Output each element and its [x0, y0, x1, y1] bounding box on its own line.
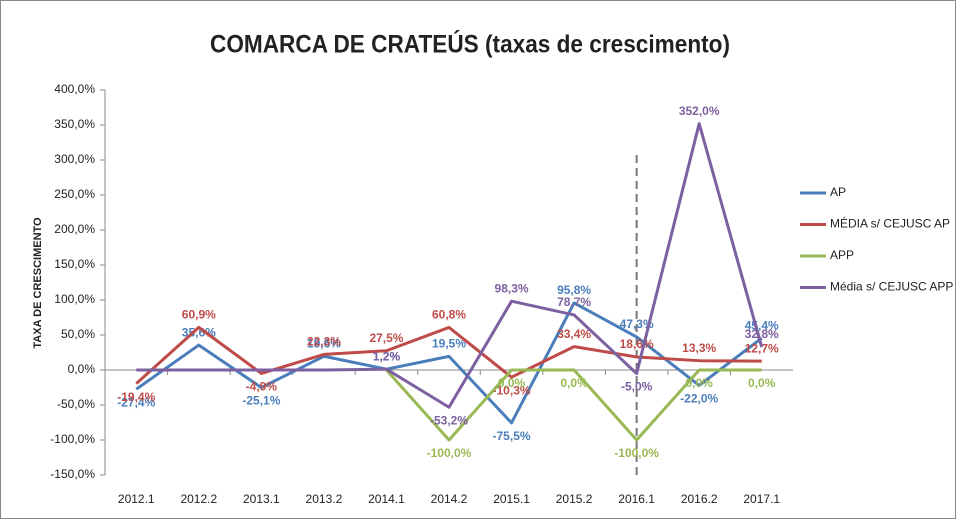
series-line [385, 368, 762, 442]
y-tick-label: -50,0% [57, 397, 95, 411]
data-label: 47,3% [620, 317, 654, 331]
y-tick-label: 0,0% [68, 362, 96, 376]
data-label: -19,4% [117, 390, 155, 404]
data-label: 0,0% [498, 376, 526, 390]
x-tick-label: 2016.1 [618, 492, 655, 506]
data-label: 22,3% [307, 335, 341, 349]
y-tick-label: 150,0% [54, 257, 95, 271]
data-label: 60,9% [182, 308, 216, 322]
data-label: 18,6% [620, 337, 654, 351]
chart-title: COMARCA DE CRATEÚS (taxas de crescimento… [210, 29, 730, 59]
x-tick-label: 2012.1 [118, 492, 155, 506]
x-tick-label: 2014.1 [368, 492, 405, 506]
data-label: 352,0% [679, 104, 720, 118]
data-label: -25,1% [242, 394, 280, 408]
y-tick-label: -150,0% [50, 467, 95, 481]
data-label: 78,7% [557, 295, 591, 309]
data-label: 1,2% [373, 349, 401, 363]
data-label: -22,0% [680, 392, 718, 406]
data-label: -100,0% [614, 446, 659, 460]
data-label: 27,5% [369, 331, 403, 345]
y-tick-label: 200,0% [54, 222, 95, 236]
data-label: 0,0% [560, 376, 588, 390]
data-label: 32,8% [745, 327, 779, 341]
data-label: -100,0% [427, 446, 472, 460]
data-label: 13,3% [682, 341, 716, 355]
data-label: 98,3% [495, 281, 529, 295]
series-line [136, 122, 764, 409]
x-tick-label: 2013.2 [306, 492, 343, 506]
data-label: 0,0% [686, 376, 714, 390]
data-label: -10,3% [493, 383, 531, 397]
data-label: 19,6% [307, 336, 341, 350]
y-tick-label: -100,0% [50, 432, 95, 446]
x-tick-label: 2012.2 [180, 492, 217, 506]
legend-label: APP [830, 248, 854, 262]
data-label: 12,7% [745, 341, 779, 355]
x-tick-label: 2014.2 [431, 492, 468, 506]
y-tick-label: 100,0% [54, 292, 95, 306]
data-label: -5,0% [621, 380, 653, 394]
series-line [135, 325, 762, 385]
data-label: 0,0% [748, 376, 776, 390]
data-label: -27,4% [117, 395, 155, 409]
legend-label: AP [830, 185, 846, 199]
data-label: 33,4% [557, 327, 591, 341]
legend-label: MÉDIA s/ CEJUSC AP [830, 216, 950, 231]
data-label: 19,5% [432, 337, 466, 351]
y-tick-label: 400,0% [54, 82, 95, 96]
x-tick-label: 2017.1 [743, 492, 780, 506]
y-axis-title: TAXA DE CRESCIMENTO [32, 217, 44, 349]
x-tick-label: 2016.2 [681, 492, 718, 506]
data-label: 60,8% [432, 308, 466, 322]
y-tick-label: 300,0% [54, 152, 95, 166]
x-tick-label: 2015.2 [556, 492, 593, 506]
legend-label: Média s/ CEJUSC APP [830, 280, 953, 294]
series-line [135, 301, 763, 425]
x-tick-label: 2013.1 [243, 492, 280, 506]
data-label: -53,2% [430, 413, 468, 427]
data-label: -75,5% [493, 429, 531, 443]
data-label: 95,8% [557, 283, 591, 297]
y-tick-label: 250,0% [54, 187, 95, 201]
data-label: -4,9% [246, 380, 278, 394]
data-label: 1,2% [373, 349, 401, 363]
x-tick-label: 2015.1 [493, 492, 530, 506]
y-tick-label: 50,0% [61, 327, 95, 341]
y-tick-label: 350,0% [54, 117, 95, 131]
